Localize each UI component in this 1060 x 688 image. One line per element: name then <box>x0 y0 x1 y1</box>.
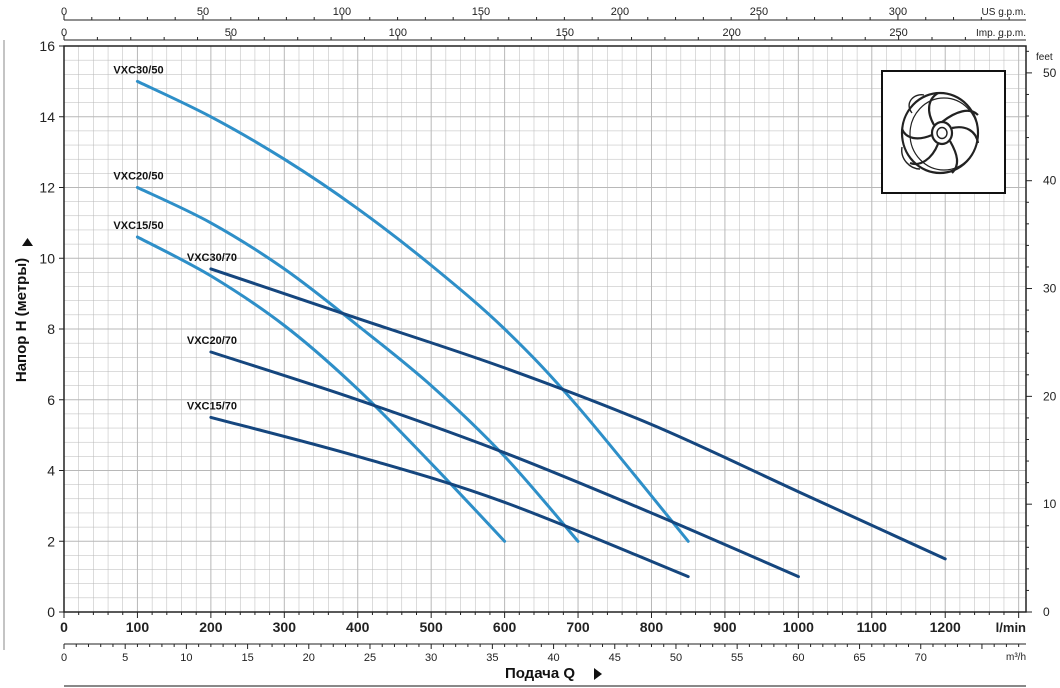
lmin-tick-label: 200 <box>199 619 223 635</box>
m3h-tick-label: 55 <box>731 652 743 664</box>
lmin-tick-label: 100 <box>126 619 150 635</box>
us-gpm-tick-label: 150 <box>472 6 490 18</box>
lmin-tick-label: 1100 <box>857 619 888 635</box>
m3h-tick-label: 15 <box>241 652 253 664</box>
us-gpm-tick-label: 300 <box>889 6 907 18</box>
m3h-tick-label: 50 <box>670 652 682 664</box>
meters-tick-label: 10 <box>39 250 55 266</box>
lmin-unit: l/min <box>996 620 1026 635</box>
imp-gpm-tick-label: 100 <box>389 27 407 39</box>
lmin-tick-label: 600 <box>493 619 517 635</box>
meters-tick-label: 14 <box>39 109 55 125</box>
curve-labels: VXC30/50 VXC20/50 VXC15/50 VXC30/70 VXC20/70… <box>113 64 237 412</box>
feet-tick-label: 0 <box>1043 605 1050 619</box>
lmin-tick-label: 900 <box>713 619 737 635</box>
meters-tick-label: 0 <box>47 604 55 620</box>
x-axis-label: Подача Q <box>505 665 575 682</box>
meters-tick-label: 12 <box>39 180 55 196</box>
lmin-tick-label: 800 <box>640 619 664 635</box>
m3h-tick-label: 40 <box>547 652 559 664</box>
lmin-tick-label: 700 <box>566 619 590 635</box>
lmin-tick-label: 400 <box>346 619 370 635</box>
top-axes: 0 50 100 150 200 250 300 US g.p.m. 0 50 100 150 200 2… <box>61 6 1026 41</box>
y-axis-arrow-icon <box>22 238 33 246</box>
curve-vxc30-50 <box>135 79 690 543</box>
curve-vxc20-50 <box>135 186 580 543</box>
m3h-tick-label: 0 <box>61 652 67 664</box>
curve-vxc15-70 <box>209 415 690 579</box>
us-gpm-tick-label: 200 <box>611 6 629 18</box>
m3h-tick-label: 10 <box>180 652 192 664</box>
meters-tick-label: 2 <box>47 533 55 549</box>
curve-label-vxc15-70: VXC15/70 <box>187 400 237 412</box>
bottom-axes: 0 100 200 300 400 500 600 700 800 900 1000 1100 1200… <box>60 612 1026 664</box>
pump-curves <box>135 79 947 579</box>
m3h-tick-label: 65 <box>853 652 865 664</box>
m3h-tick-label: 70 <box>915 652 927 664</box>
us-gpm-tick-label: 50 <box>197 6 209 18</box>
x-axis-arrow-icon <box>594 668 602 680</box>
m3h-tick-label: 35 <box>486 652 498 664</box>
m3h-tick-label: 60 <box>792 652 804 664</box>
m3h-tick-label: 25 <box>364 652 376 664</box>
lmin-tick-label: 300 <box>273 619 297 635</box>
curve-label-vxc30-50: VXC30/50 <box>113 64 163 76</box>
meters-tick-label: 6 <box>47 392 55 408</box>
impeller-icon <box>881 70 1006 194</box>
lmin-tick-label: 1200 <box>930 619 961 635</box>
imp-gpm-tick-label: 50 <box>225 27 237 39</box>
imp-gpm-tick-label: 0 <box>61 27 67 39</box>
curve-label-vxc20-70: VXC20/70 <box>187 335 237 347</box>
meters-axis: 0 2 4 6 8 10 12 14 16 <box>39 38 64 620</box>
curve-vxc20-70 <box>209 350 800 579</box>
m3h-unit: m³/h <box>1006 652 1026 663</box>
curve-label-vxc20-50: VXC20/50 <box>113 171 163 183</box>
lmin-tick-label: 0 <box>60 619 68 635</box>
imp-gpm-tick-label: 200 <box>723 27 741 39</box>
feet-tick-label: 10 <box>1043 497 1057 511</box>
meters-tick-label: 16 <box>39 38 55 54</box>
imp-gpm-tick-label: 250 <box>889 27 907 39</box>
feet-tick-label: 40 <box>1043 174 1057 188</box>
us-gpm-unit: US g.p.m. <box>982 7 1026 18</box>
us-gpm-tick-label: 100 <box>333 6 351 18</box>
feet-axis: 0 10 20 30 40 50 feet <box>1026 50 1057 619</box>
feet-unit: feet <box>1036 52 1053 63</box>
us-gpm-tick-label: 0 <box>61 6 67 18</box>
feet-tick-label: 50 <box>1043 66 1057 80</box>
meters-tick-label: 8 <box>47 321 55 337</box>
m3h-tick-label: 5 <box>122 652 128 664</box>
curve-vxc30-70 <box>209 267 947 561</box>
lmin-tick-label: 500 <box>419 619 443 635</box>
y-axis-label: Напор H (метры) <box>13 258 30 382</box>
m3h-tick-label: 45 <box>609 652 621 664</box>
imp-gpm-unit: Imp. g.p.m. <box>976 28 1026 39</box>
feet-tick-label: 30 <box>1043 282 1057 296</box>
us-gpm-tick-label: 250 <box>750 6 768 18</box>
meters-tick-label: 4 <box>47 463 55 479</box>
imp-gpm-tick-label: 150 <box>556 27 574 39</box>
curve-vxc15-50 <box>135 235 507 543</box>
curve-label-vxc30-70: VXC30/70 <box>187 252 237 264</box>
plot-frame <box>63 45 1027 613</box>
m3h-tick-label: 20 <box>303 652 315 664</box>
feet-tick-label: 20 <box>1043 389 1057 403</box>
curve-label-vxc15-50: VXC15/50 <box>113 220 163 232</box>
lmin-tick-label: 1000 <box>783 619 814 635</box>
m3h-tick-label: 30 <box>425 652 437 664</box>
